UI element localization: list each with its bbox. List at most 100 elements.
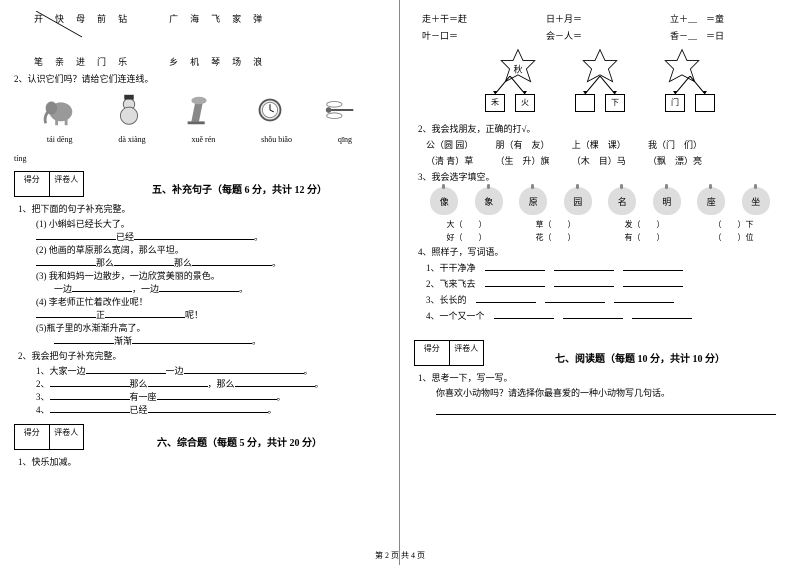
right-column: 走＋干＝赶 日＋月＝ 立＋__ ＝童 叶－口＝ 会－人＝ 香－__ ＝日 秋 禾… [400, 0, 800, 565]
choice: 朋（有 友） [496, 140, 550, 150]
q5-1-5: (5)瓶子里的水渐渐升高了。 [36, 321, 385, 334]
split-group-2: 下 [575, 94, 625, 112]
eq: 日＋月＝ [538, 12, 662, 25]
eq: 走＋干＝赶 [414, 12, 538, 25]
pinyin: shǒu biǎo [261, 135, 292, 144]
apple-icon: 原 [519, 187, 547, 215]
pinyin: tái dēng [47, 135, 73, 144]
paren: 好（ ） [447, 232, 487, 243]
paren: （ ）位 [714, 232, 754, 243]
split-box: 禾 [485, 94, 505, 112]
q5-1-1b: 已经。 [36, 230, 385, 243]
choice: （飘 漂）亮 [648, 156, 702, 166]
char: 进 [76, 55, 85, 68]
q4-2: 2、飞来飞去 [426, 277, 786, 290]
choice: 上（棵 课） [572, 140, 626, 150]
choice: 公（圆 园） [426, 140, 473, 150]
page-footer: 第 2 页 共 4 页 [0, 550, 800, 561]
char: 亲 [55, 55, 64, 68]
q6-1: 1、快乐加减。 [18, 455, 385, 468]
split-box: 下 [605, 94, 625, 112]
choice-row-2: （清 青）草 （生 升）旗 （木 目）马 （飘 漂）亮 [426, 154, 786, 167]
q5-1-5b: 渐渐。 [54, 334, 385, 347]
choice: （生 升）旗 [496, 156, 550, 166]
apple-icon: 明 [653, 187, 681, 215]
section-7-title: 七、阅读题（每题 10 分，共计 10 分） [494, 350, 786, 365]
split-group-1: 禾 火 [485, 94, 535, 112]
score-label: 得分 [15, 425, 50, 449]
char: 乐 [118, 55, 127, 68]
eq: 叶－口＝ [414, 29, 538, 42]
pinyin-last: tíng [14, 154, 385, 163]
char: 场 [232, 55, 241, 68]
score-box: 得分 评卷人 [14, 171, 84, 197]
dragonfly-icon [321, 91, 359, 129]
char: 浪 [253, 55, 262, 68]
equation-row-2: 叶－口＝ 会－人＝ 香－__ ＝日 [414, 29, 786, 42]
pinyin-row: tái dēng dà xiàng xuě rén shǒu biǎo qīng [24, 135, 375, 144]
q5-1-2: (2) 他画的草原那么宽阔，那么平坦。 [36, 243, 385, 256]
q4-right: 4、照样子，写词语。 [418, 245, 786, 258]
paren: 发（ ） [625, 219, 665, 230]
apple-icon: 名 [608, 187, 636, 215]
snowman-icon [110, 91, 148, 129]
left-column: 开 快 母 前 钻 广 海 飞 家 弹 笔 亲 进 门 乐 乡 机 琴 场 浪 … [0, 0, 400, 565]
split-boxes-row: 禾 火 下 门 [414, 94, 786, 112]
split-box [695, 94, 715, 112]
choice: （清 青）草 [426, 156, 473, 166]
score-label: 得分 [15, 172, 50, 196]
apple-icon: 园 [564, 187, 592, 215]
char: 门 [97, 55, 106, 68]
char: 笔 [34, 55, 43, 68]
q5-1-3b: 一边，一边。 [54, 282, 385, 295]
apple-icon: 坐 [742, 187, 770, 215]
q5-2: 2、我会把句子补充完整。 [18, 349, 385, 362]
q5-2-3: 3、有一座。 [36, 390, 385, 403]
split-box [575, 94, 595, 112]
q5-1-1: (1) 小蝌蚪已经长大了。 [36, 217, 385, 230]
q2-right: 2、我会找朋友，正确的打√。 [418, 122, 786, 135]
q3-right: 3、我会选字填空。 [418, 170, 786, 183]
q5-1-3: (3) 我和妈妈一边散步，一边欣赏美丽的景色。 [36, 269, 385, 282]
paren-row-2: 好（ ） 花（ ） 有（ ） （ ）位 [422, 232, 778, 243]
star-label: 秋 [513, 63, 522, 76]
apple-icon: 象 [475, 187, 503, 215]
apple-row: 像 象 原 园 名 明 座 坐 [422, 187, 778, 215]
grader-label: 评卷人 [50, 425, 84, 449]
q4-4: 4、一个又一个 [426, 309, 786, 322]
eq: 会－人＝ [538, 29, 662, 42]
lamp-icon [180, 91, 218, 129]
split-box: 火 [515, 94, 535, 112]
q5-2-2: 2、那么，那么。 [36, 377, 385, 390]
question-2: 2、认识它们吗？请给它们连连线。 [14, 72, 385, 85]
paren-row-1: 大（ ） 草（ ） 发（ ） （ ）下 [422, 219, 778, 230]
char-row-2: 笔 亲 进 门 乐 乡 机 琴 场 浪 [34, 55, 385, 68]
paren: 大（ ） [447, 219, 487, 230]
q5-1-2b: 那么那么。 [36, 256, 385, 269]
q5-2-1: 1、大家一边一边。 [36, 364, 385, 377]
char: 弹 [253, 12, 262, 25]
grader-label: 评卷人 [50, 172, 84, 196]
watch-icon [251, 91, 289, 129]
choice: 我（门 们） [648, 140, 702, 150]
char: 机 [190, 55, 199, 68]
section-6-title: 六、综合题（每题 5 分，共计 20 分） [94, 434, 385, 449]
apple-icon: 像 [430, 187, 458, 215]
q5-1-4b: 正呢！ [36, 308, 385, 321]
pinyin: qīng [338, 135, 352, 144]
paren: 草（ ） [536, 219, 576, 230]
answer-line [436, 405, 786, 417]
split-box: 门 [665, 94, 685, 112]
split-group-3: 门 [665, 94, 715, 112]
q5-1-4: (4) 李老师正忙着改作业呢！ [36, 295, 385, 308]
eq: 香－__ ＝日 [662, 29, 786, 42]
equation-row-1: 走＋干＝赶 日＋月＝ 立＋__ ＝童 [414, 12, 786, 25]
q7-1b: 你喜欢小动物吗？请选择你最喜爱的一种小动物写几句话。 [436, 386, 786, 399]
paren: 有（ ） [625, 232, 665, 243]
section-5-title: 五、补充句子（每题 6 分，共计 12 分） [94, 181, 385, 196]
eq: 立＋__ ＝童 [662, 12, 786, 25]
char: 琴 [211, 55, 220, 68]
icon-row [24, 91, 375, 129]
paren: （ ）下 [714, 219, 754, 230]
apple-icon: 座 [697, 187, 725, 215]
